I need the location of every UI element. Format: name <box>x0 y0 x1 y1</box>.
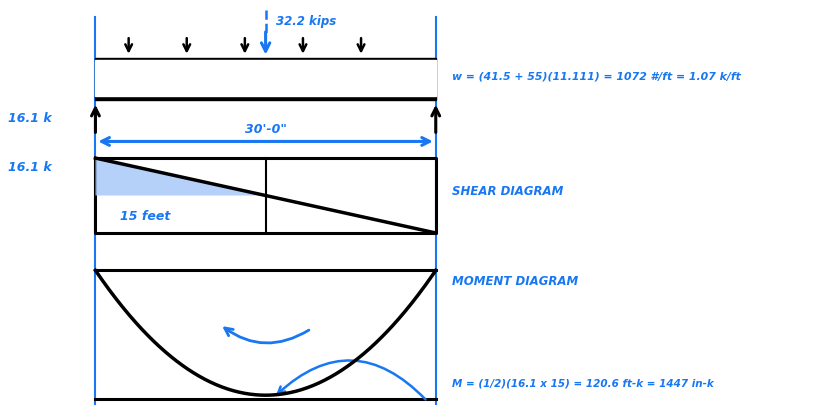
Polygon shape <box>95 158 266 196</box>
Text: 32.2 kips: 32.2 kips <box>276 15 336 27</box>
Polygon shape <box>95 58 436 100</box>
Text: M = (1/2)(16.1 x 15) = 120.6 ft-k = 1447 in-k: M = (1/2)(16.1 x 15) = 120.6 ft-k = 1447… <box>452 379 714 389</box>
Polygon shape <box>95 60 436 96</box>
Text: 15 feet: 15 feet <box>120 210 171 223</box>
Text: SHEAR DIAGRAM: SHEAR DIAGRAM <box>452 185 564 198</box>
Text: MOMENT DIAGRAM: MOMENT DIAGRAM <box>452 275 579 288</box>
Text: 30'-0": 30'-0" <box>245 124 286 136</box>
Text: 16.1 k: 16.1 k <box>8 112 52 125</box>
Text: w = (41.5 + 55)(11.111) = 1072 #/ft = 1.07 k/ft: w = (41.5 + 55)(11.111) = 1072 #/ft = 1.… <box>452 72 741 82</box>
Text: 16.1 k: 16.1 k <box>8 161 52 174</box>
